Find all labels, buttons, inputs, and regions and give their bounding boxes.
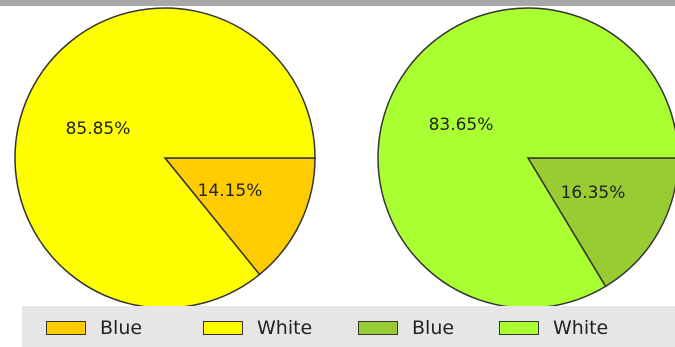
pie-1-label-blue: 14.15%: [198, 181, 263, 201]
legend-label: Blue: [412, 317, 455, 339]
window-top-bar: [0, 0, 675, 6]
pie-2-label-white: 83.65%: [429, 115, 494, 135]
legend-swatch: [358, 321, 398, 335]
pie-2-label-blue: 16.35%: [561, 183, 626, 203]
legend-swatch: [499, 321, 539, 335]
legend-swatch: [46, 321, 86, 335]
legend-bar: [22, 306, 675, 347]
pie-chart-1: 14.15% 85.85%: [14, 7, 316, 309]
legend-swatch: [203, 321, 243, 335]
pie-1-slice-blue: [163, 157, 316, 276]
pie-2-slice-blue: [526, 157, 675, 288]
legend-label: Blue: [100, 317, 143, 339]
legend-label: White: [553, 317, 609, 339]
pie-1-label-white: 85.85%: [66, 119, 131, 139]
pie-chart-2: 16.35% 83.65%: [377, 7, 675, 309]
legend-label: White: [257, 317, 313, 339]
pie-2-slice-white: [377, 7, 675, 309]
